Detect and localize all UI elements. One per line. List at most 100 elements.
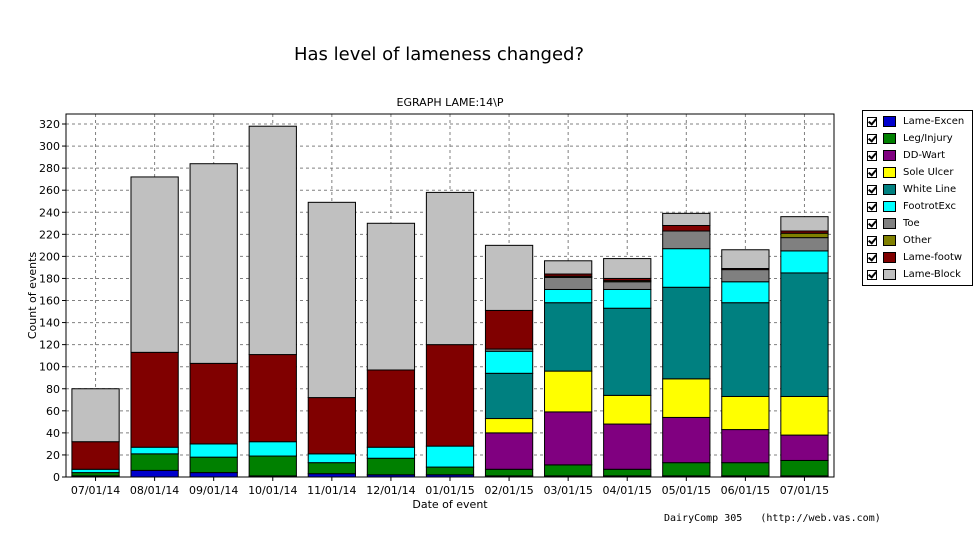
x-tick-label: 04/01/15	[603, 484, 652, 497]
legend-item[interactable]: Lame-footw	[863, 249, 972, 266]
bar-segment	[484, 350, 534, 374]
bar-segment	[780, 272, 829, 397]
legend-swatch	[883, 218, 896, 229]
legend-checkbox[interactable]	[867, 184, 877, 195]
legend-checkbox[interactable]	[867, 150, 877, 161]
bar-segment	[189, 456, 238, 474]
y-tick-label: 160	[39, 295, 60, 308]
bar-segment	[484, 372, 534, 420]
legend-swatch	[883, 201, 896, 212]
legend-item[interactable]: Sole Ulcer	[863, 164, 972, 181]
bar-segment	[780, 237, 829, 252]
x-tick-label: 07/01/14	[71, 484, 120, 497]
legend-item[interactable]: White Line	[863, 181, 972, 198]
bar-segment	[484, 468, 534, 477]
legend-swatch	[883, 269, 896, 280]
bar-segment	[662, 248, 711, 288]
x-tick-label: 06/01/15	[721, 484, 770, 497]
legend-label: Lame-footw	[903, 252, 963, 263]
bar-segment	[603, 288, 652, 309]
y-tick-label: 300	[39, 140, 60, 153]
legend-label: Toe	[903, 218, 920, 229]
x-axis-label: Date of event	[412, 498, 488, 511]
legend-label: Sole Ulcer	[903, 167, 954, 178]
legend-checkbox[interactable]	[867, 116, 877, 127]
bar-segment	[484, 244, 534, 311]
bar-segment	[544, 276, 593, 290]
bar-segment	[71, 388, 120, 443]
legend-checkbox[interactable]	[867, 269, 877, 280]
legend-swatch	[883, 133, 896, 144]
bar-segment	[484, 309, 534, 350]
bar-segment	[780, 216, 829, 232]
legend-item[interactable]: Other	[863, 232, 972, 249]
legend-label: Other	[903, 235, 932, 246]
bar-segment	[721, 395, 770, 431]
legend-checkbox[interactable]	[867, 218, 877, 229]
y-tick-label: 320	[39, 118, 60, 131]
y-tick-label: 0	[53, 471, 60, 484]
legend-item[interactable]: Toe	[863, 215, 972, 232]
bar-segment	[366, 457, 416, 476]
legend-label: FootrotExc	[903, 201, 957, 212]
bar-segment	[544, 288, 593, 304]
y-tick-label: 100	[39, 361, 60, 374]
bar-segment	[780, 459, 829, 477]
bar-segment	[307, 201, 356, 399]
bar-segment	[721, 302, 770, 397]
bar-segment	[71, 441, 120, 470]
bar-segment	[307, 453, 356, 464]
legend-item[interactable]: Lame-Block	[863, 266, 972, 283]
bar-segment	[544, 302, 593, 372]
bar-segment	[603, 468, 652, 477]
legend-item[interactable]: FootrotExc	[863, 198, 972, 215]
bar-segment	[484, 432, 534, 470]
bar-segment	[307, 462, 356, 475]
footer-credit: DairyComp 305 (http://web.vas.com)	[664, 513, 881, 524]
legend-checkbox[interactable]	[867, 235, 877, 246]
y-tick-label: 280	[39, 162, 60, 175]
x-tick-label: 09/01/14	[189, 484, 238, 497]
legend-item[interactable]: Lame-Excen	[863, 113, 972, 130]
bar-segment	[780, 250, 829, 274]
bar-segment	[721, 462, 770, 477]
page-title: Has level of lameness changed?	[293, 44, 585, 65]
bar-segment	[248, 441, 297, 457]
y-tick-label: 80	[46, 383, 60, 396]
legend-checkbox[interactable]	[867, 201, 877, 212]
bar-segment	[425, 466, 475, 476]
bar-segment	[780, 232, 829, 239]
bar-segment	[307, 397, 356, 455]
bar-segment	[130, 469, 179, 478]
bar-segment	[366, 369, 416, 448]
x-tick-label: 12/01/14	[366, 484, 415, 497]
legend-item[interactable]: DD-Wart	[863, 147, 972, 164]
bar-segment	[248, 455, 297, 477]
x-tick-label: 08/01/14	[130, 484, 179, 497]
bar-segment	[484, 418, 534, 434]
legend-checkbox[interactable]	[867, 167, 877, 178]
y-tick-label: 220	[39, 228, 60, 241]
bar-segment	[603, 258, 652, 279]
x-tick-label: 03/01/15	[543, 484, 592, 497]
legend-label: Lame-Block	[903, 269, 961, 280]
legend-label: Leg/Injury	[903, 133, 953, 144]
bar-segment	[662, 230, 711, 250]
legend-checkbox[interactable]	[867, 252, 877, 263]
x-tick-label: 07/01/15	[780, 484, 829, 497]
y-axis-label: Count of events	[26, 252, 39, 340]
bar-segment	[662, 286, 711, 380]
legend-item[interactable]: Leg/Injury	[863, 130, 972, 147]
legend-checkbox[interactable]	[867, 133, 877, 144]
y-tick-label: 180	[39, 272, 60, 285]
bar-segment	[662, 416, 711, 464]
chart-title: EGRAPH LAME:14\P	[396, 96, 504, 109]
bar-segment	[603, 394, 652, 425]
bar-segment	[248, 354, 297, 443]
bar-segment	[425, 344, 475, 447]
x-tick-label: 02/01/15	[484, 484, 533, 497]
bar-segment	[130, 351, 179, 448]
bar-segment	[189, 362, 238, 445]
legend-label: DD-Wart	[903, 150, 946, 161]
